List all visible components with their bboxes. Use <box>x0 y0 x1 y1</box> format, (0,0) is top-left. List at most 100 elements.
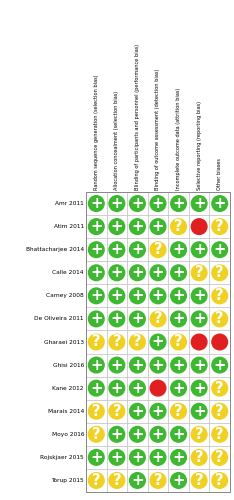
Text: Incomplete outcome data (attrition bias): Incomplete outcome data (attrition bias) <box>176 88 181 190</box>
Text: +: + <box>111 196 123 211</box>
Text: Moyo 2016: Moyo 2016 <box>51 432 84 437</box>
Text: Binding of outcome assessment (detection bias): Binding of outcome assessment (detection… <box>156 68 161 190</box>
Circle shape <box>171 196 186 212</box>
Circle shape <box>130 242 145 258</box>
Text: Torup 2015: Torup 2015 <box>51 478 84 483</box>
Circle shape <box>150 311 166 326</box>
Circle shape <box>191 196 207 212</box>
Circle shape <box>171 311 186 326</box>
Bar <box>209 308 230 330</box>
Circle shape <box>109 219 125 234</box>
Circle shape <box>212 404 227 419</box>
Text: +: + <box>111 266 123 280</box>
Text: Ghisi 2016: Ghisi 2016 <box>53 362 84 368</box>
Text: +: + <box>90 450 102 465</box>
Text: ?: ? <box>92 334 101 349</box>
Bar <box>168 192 189 215</box>
Text: ?: ? <box>154 242 162 257</box>
Bar <box>209 330 230 353</box>
Text: ?: ? <box>195 427 203 442</box>
Circle shape <box>150 426 166 442</box>
Bar <box>209 192 230 215</box>
Text: Kane 2012: Kane 2012 <box>52 386 84 390</box>
Text: +: + <box>152 404 164 418</box>
Bar <box>209 376 230 400</box>
Text: +: + <box>172 380 185 396</box>
Bar <box>189 215 209 238</box>
Bar <box>148 308 168 330</box>
Text: +: + <box>152 427 164 442</box>
Bar <box>86 261 106 284</box>
Circle shape <box>88 219 104 234</box>
Text: +: + <box>90 219 102 234</box>
Text: +: + <box>111 358 123 372</box>
Bar <box>106 330 127 353</box>
Circle shape <box>171 426 186 442</box>
Circle shape <box>191 404 207 419</box>
Circle shape <box>88 311 104 326</box>
Text: +: + <box>131 450 144 465</box>
Text: +: + <box>111 380 123 396</box>
Bar <box>127 330 148 353</box>
Bar <box>148 284 168 308</box>
Text: Amr 2011: Amr 2011 <box>55 201 84 206</box>
Bar <box>209 238 230 261</box>
Bar <box>148 400 168 423</box>
Bar <box>127 354 148 376</box>
Circle shape <box>191 426 207 442</box>
Text: ?: ? <box>195 266 203 280</box>
Circle shape <box>212 472 227 488</box>
Circle shape <box>109 404 125 419</box>
Circle shape <box>130 380 145 396</box>
Text: ?: ? <box>216 404 224 418</box>
Bar <box>148 330 168 353</box>
Text: +: + <box>131 219 144 234</box>
Text: +: + <box>213 196 226 211</box>
Bar <box>106 376 127 400</box>
Text: +: + <box>111 288 123 304</box>
Circle shape <box>150 288 166 304</box>
Circle shape <box>191 219 207 234</box>
Text: Bhattacharjee 2014: Bhattacharjee 2014 <box>26 247 84 252</box>
Circle shape <box>212 311 227 326</box>
Text: +: + <box>111 242 123 257</box>
Circle shape <box>212 450 227 465</box>
Circle shape <box>212 358 227 373</box>
Text: +: + <box>131 404 144 418</box>
Text: +: + <box>193 242 205 257</box>
Bar <box>189 261 209 284</box>
Bar <box>86 354 106 376</box>
Text: Blinding of participants and personnel (performance bias): Blinding of participants and personnel (… <box>135 44 140 190</box>
Bar <box>127 423 148 446</box>
Text: +: + <box>152 288 164 304</box>
Bar <box>148 423 168 446</box>
Text: ?: ? <box>195 473 203 488</box>
Text: +: + <box>90 266 102 280</box>
Bar <box>148 354 168 376</box>
Bar <box>209 446 230 469</box>
Circle shape <box>109 311 125 326</box>
Bar <box>148 469 168 492</box>
Bar <box>106 192 127 215</box>
Circle shape <box>212 196 227 212</box>
Text: +: + <box>172 473 185 488</box>
Text: +: + <box>131 266 144 280</box>
Text: +: + <box>172 196 185 211</box>
Circle shape <box>191 288 207 304</box>
Circle shape <box>171 242 186 258</box>
Text: +: + <box>152 266 164 280</box>
Text: ?: ? <box>216 288 224 304</box>
Bar <box>86 215 106 238</box>
Circle shape <box>212 426 227 442</box>
Bar <box>209 284 230 308</box>
Bar <box>168 261 189 284</box>
Bar <box>168 354 189 376</box>
Circle shape <box>191 380 207 396</box>
Text: ?: ? <box>195 450 203 465</box>
Text: Selective reporting (reporting bias): Selective reporting (reporting bias) <box>197 101 202 190</box>
Circle shape <box>130 450 145 465</box>
Text: +: + <box>172 450 185 465</box>
Bar <box>86 376 106 400</box>
Bar <box>106 261 127 284</box>
Text: +: + <box>131 288 144 304</box>
